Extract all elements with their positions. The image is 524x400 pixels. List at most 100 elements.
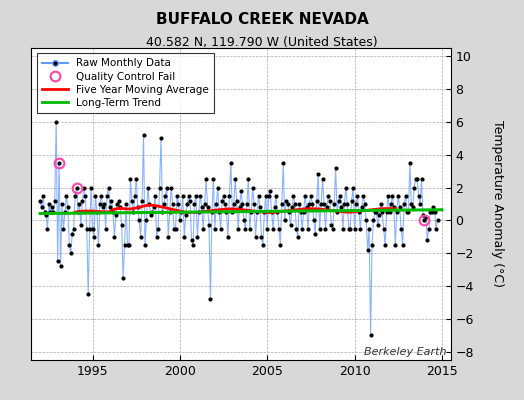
Point [272,192,280,199]
Point [362,217,370,224]
Text: 40.582 N, 119.790 W (United States): 40.582 N, 119.790 W (United States) [146,36,378,49]
Point [379,226,388,232]
Point [411,176,420,182]
Point [323,204,331,210]
Point [184,192,193,199]
Point [292,226,301,232]
Point [384,192,392,199]
Point [391,242,399,248]
Point [285,209,293,216]
Point [247,209,255,216]
Point [123,242,132,248]
Point [230,201,238,207]
Point [334,198,343,204]
Point [147,212,155,219]
Point [67,250,75,256]
Point [91,192,100,199]
Point [353,192,362,199]
Point [267,209,276,216]
Point [305,201,314,207]
Point [430,209,439,216]
Point [273,209,281,216]
Point [113,201,122,207]
Y-axis label: Temperature Anomaly (°C): Temperature Anomaly (°C) [490,120,504,288]
Point [46,209,54,216]
Point [375,212,384,219]
Point [100,201,108,207]
Point [154,226,162,232]
Point [413,176,421,182]
Point [299,209,308,216]
Point [333,209,341,216]
Point [65,242,73,248]
Point [61,209,69,216]
Point [410,184,419,191]
Point [58,201,66,207]
Point [37,204,46,210]
Point [193,234,202,240]
Point [179,192,187,199]
Point [308,201,316,207]
Point [155,184,163,191]
Point [57,263,65,270]
Point [48,204,56,210]
Point [181,212,190,219]
Point [275,226,283,232]
Point [77,222,85,228]
Point [355,209,363,216]
Point [206,296,215,302]
Point [160,201,168,207]
Point [321,226,330,232]
Point [269,226,277,232]
Point [288,204,296,210]
Point [346,226,354,232]
Point [345,226,353,232]
Point [426,209,434,216]
Point [174,201,183,207]
Point [211,226,219,232]
Point [289,192,298,199]
Point [371,209,379,216]
Point [173,192,181,199]
Point [157,135,165,142]
Point [340,201,348,207]
Point [250,201,258,207]
Point [260,209,268,216]
Point [246,226,254,232]
Point [125,242,133,248]
Point [429,204,438,210]
Point [83,226,91,232]
Point [227,160,235,166]
Point [164,234,172,240]
Point [171,226,180,232]
Point [161,192,170,199]
Point [87,184,95,191]
Point [238,201,247,207]
Point [104,184,113,191]
Point [315,226,324,232]
Point [310,217,318,224]
Point [293,234,302,240]
Point [97,192,105,199]
Point [276,242,285,248]
Point [388,192,397,199]
Point [381,242,389,248]
Point [214,184,222,191]
Point [205,222,213,228]
Point [208,209,216,216]
Point [68,230,77,237]
Point [196,192,204,199]
Point [168,201,177,207]
Point [220,192,228,199]
Point [280,217,289,224]
Point [149,204,158,210]
Point [325,198,334,204]
Point [74,209,82,216]
Point [330,201,339,207]
Point [177,209,185,216]
Point [417,176,425,182]
Point [424,226,433,232]
Point [342,184,350,191]
Point [109,209,117,216]
Point [43,226,52,232]
